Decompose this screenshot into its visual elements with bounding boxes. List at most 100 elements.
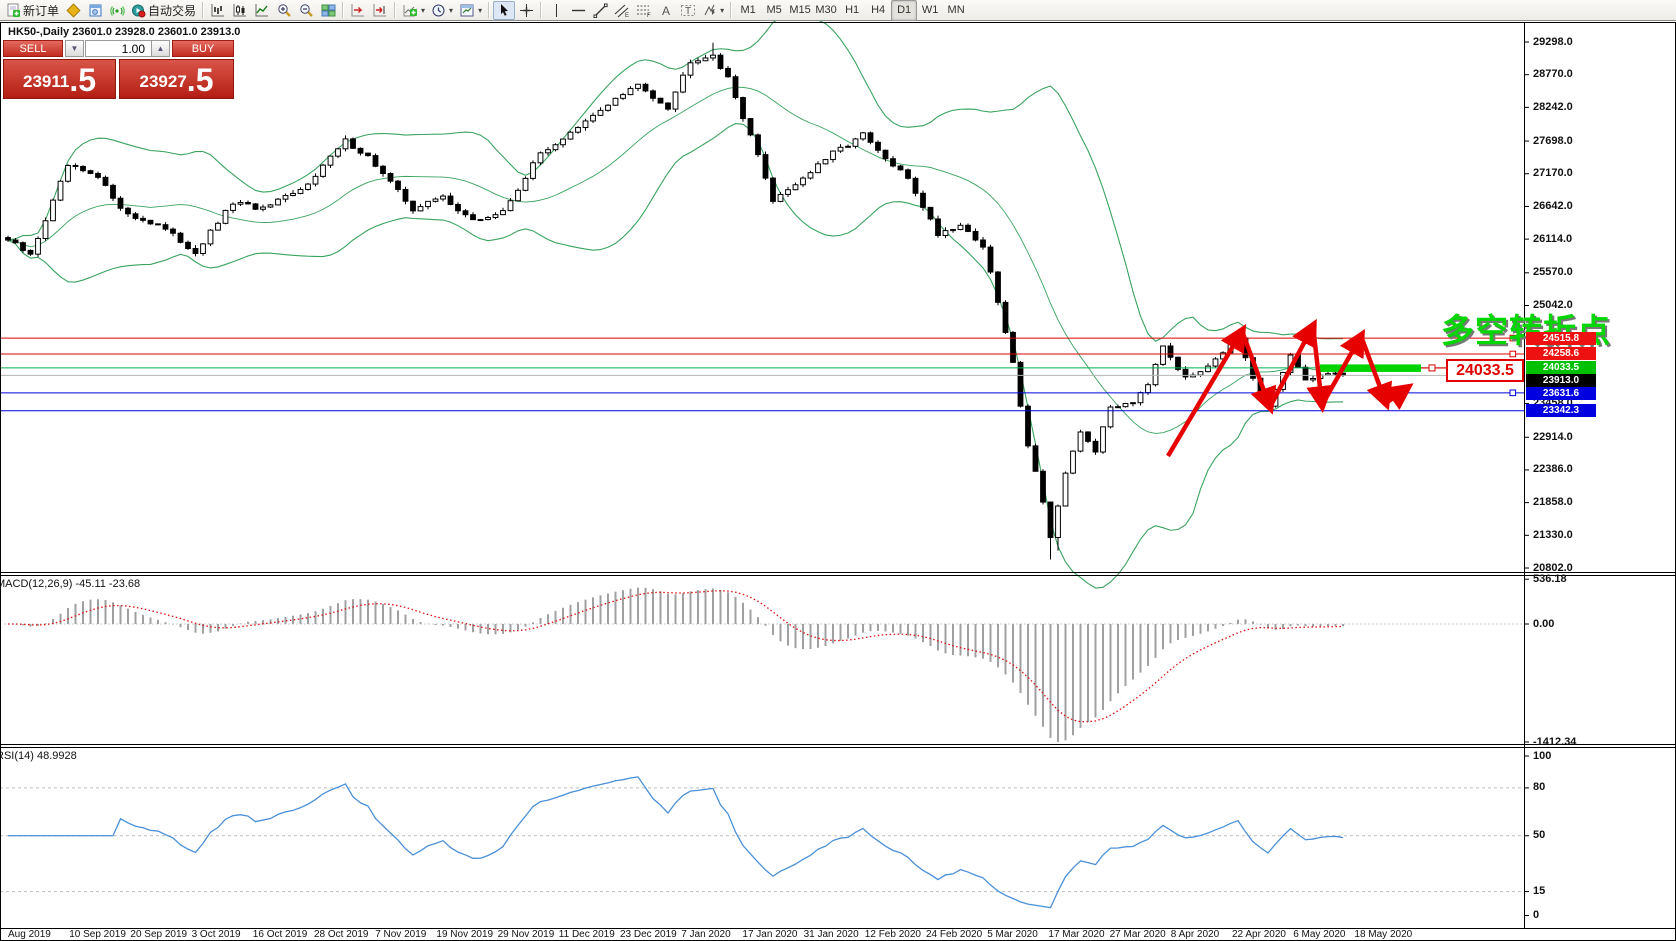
tile-windows-button[interactable] bbox=[317, 1, 339, 20]
chart-window-button[interactable] bbox=[62, 1, 84, 20]
templates-button[interactable]: ▾ bbox=[456, 1, 485, 20]
svg-text:T: T bbox=[685, 6, 691, 17]
date-label: 8 Apr 2020 bbox=[1170, 929, 1220, 940]
market-watch-icon bbox=[89, 4, 102, 16]
arrows-dropdown-caret[interactable]: ▾ bbox=[720, 5, 725, 15]
line-handle[interactable] bbox=[1509, 334, 1517, 342]
macd-tick-label: 536.18 bbox=[1533, 572, 1567, 585]
timeframe-button-m1[interactable]: M1 bbox=[740, 4, 756, 16]
volume-input[interactable] bbox=[85, 40, 152, 57]
fibonacci-tool-button[interactable]: F bbox=[633, 1, 655, 20]
bollinger-lower-band[interactable] bbox=[7, 123, 1344, 589]
line-handle[interactable] bbox=[1509, 389, 1517, 397]
new-order-icon bbox=[7, 3, 20, 17]
arrows-tool-button[interactable]: ▾ bbox=[699, 1, 727, 20]
autotrading-button[interactable]: 自动交易 bbox=[128, 1, 199, 20]
date-label: 20 Sep 2019 bbox=[130, 929, 188, 940]
rsi-name: RSI(14) bbox=[0, 750, 34, 762]
periods-dropdown-caret[interactable]: ▾ bbox=[449, 5, 454, 15]
indicators-button[interactable]: ▾ bbox=[399, 1, 428, 20]
date-label: 16 Oct 2019 bbox=[252, 929, 308, 940]
date-label: 17 Jan 2020 bbox=[742, 929, 798, 940]
signals-button[interactable] bbox=[106, 1, 128, 20]
buy-button[interactable]: BUY bbox=[172, 40, 234, 57]
date-label: 27 Mar 2020 bbox=[1109, 929, 1166, 940]
timeframe-button-h1[interactable]: H1 bbox=[845, 4, 860, 16]
sell-price-panel[interactable]: 23911.5 bbox=[3, 59, 116, 99]
svg-text:F: F bbox=[647, 13, 651, 18]
price-tick-label: 27170.0 bbox=[1533, 167, 1573, 180]
periods-button[interactable]: ▾ bbox=[428, 1, 456, 20]
turning-point-annotation[interactable]: 多空转折点 bbox=[1441, 312, 1611, 349]
toolbar: 新订单 自动交易 bbox=[0, 0, 1676, 21]
price-tick-label: 22386.0 bbox=[1533, 463, 1573, 476]
macd-panel bbox=[0, 587, 1524, 742]
date-label: 24 Feb 2020 bbox=[926, 929, 983, 940]
zigzag-annotation[interactable] bbox=[1166, 318, 1414, 458]
rsi-line bbox=[8, 776, 1344, 909]
trendline-tool-button[interactable] bbox=[589, 1, 611, 20]
line-handle[interactable] bbox=[1509, 350, 1517, 358]
date-label: 31 Jan 2020 bbox=[803, 929, 859, 940]
text-icon: A bbox=[662, 4, 670, 18]
timeframe-button-m5[interactable]: M5 bbox=[766, 4, 782, 16]
rsi-tick-label: 80 bbox=[1533, 781, 1546, 794]
callout-anchor-square bbox=[1428, 364, 1436, 372]
cursor-icon bbox=[500, 4, 508, 16]
chart-shift-button[interactable] bbox=[369, 1, 391, 20]
buy-price-panel[interactable]: 23927.5 bbox=[119, 59, 234, 99]
timeframe-button-h4[interactable]: H4 bbox=[871, 4, 886, 16]
bar-chart-button[interactable] bbox=[207, 1, 229, 20]
text-label-tool-button[interactable]: T bbox=[677, 1, 699, 20]
market-watch-button[interactable] bbox=[84, 1, 106, 20]
rsi-tick-label: 50 bbox=[1533, 829, 1546, 842]
tile-windows-icon bbox=[321, 4, 336, 16]
indicators-dropdown-caret[interactable]: ▾ bbox=[421, 5, 426, 15]
candlestick-chart-button[interactable] bbox=[229, 1, 251, 20]
vertical-line-icon bbox=[555, 3, 557, 17]
sell-price-fraction: .5 bbox=[69, 62, 97, 98]
date-label: 7 Jan 2020 bbox=[681, 929, 731, 940]
rsi-tick-label: 0 bbox=[1533, 909, 1540, 921]
text-tool-button[interactable]: A bbox=[655, 1, 677, 20]
toolbar-separator bbox=[202, 2, 205, 18]
new-order-button[interactable]: 新订单 bbox=[3, 1, 62, 20]
macd-signal-line bbox=[7, 590, 1344, 723]
price-tick-label: 21330.0 bbox=[1533, 528, 1573, 541]
crosshair-tool-button[interactable] bbox=[515, 1, 537, 20]
timeframe-button-mn[interactable]: MN bbox=[947, 4, 965, 16]
candlestick-series[interactable] bbox=[5, 42, 1346, 560]
timeframe-button-m30[interactable]: M30 bbox=[815, 4, 837, 16]
auto-scroll-button[interactable] bbox=[347, 1, 369, 20]
timeframe-group: M1 M5 M15 M30 H1 H4 D1 W1 MN bbox=[735, 0, 969, 21]
price-tick-label: 28242.0 bbox=[1533, 100, 1573, 113]
price-tag-24515.8: 24515.8 bbox=[1526, 331, 1596, 345]
timeframe-button-m15[interactable]: M15 bbox=[789, 4, 811, 16]
green-level-bar[interactable] bbox=[1320, 364, 1421, 372]
toolbar-separator bbox=[730, 2, 733, 18]
price-tick-label: 22914.0 bbox=[1533, 430, 1573, 443]
price-tick-label: 29298.0 bbox=[1533, 35, 1573, 48]
channel-tool-button[interactable]: E bbox=[611, 1, 633, 20]
autotrading-label: 自动交易 bbox=[148, 3, 197, 18]
macd-indicator-label: MACD(12,26,9) -45.11 -23.68 bbox=[0, 578, 140, 590]
hline-tool-button[interactable] bbox=[567, 1, 589, 20]
rsi-tick-label: 15 bbox=[1533, 885, 1546, 898]
price-callout-label[interactable]: 24033.5 bbox=[1446, 359, 1524, 382]
timeframe-button-w1[interactable]: W1 bbox=[921, 4, 939, 16]
bollinger-upper-band[interactable] bbox=[7, 15, 1344, 342]
price-tag-23913.0: 23913.0 bbox=[1526, 374, 1596, 388]
zoom-out-button[interactable] bbox=[295, 1, 317, 20]
volume-decrease-button[interactable]: ▼ bbox=[65, 40, 84, 57]
volume-increase-button[interactable]: ▲ bbox=[151, 40, 170, 57]
vline-tool-button[interactable] bbox=[545, 1, 567, 20]
timeframe-button-d1[interactable]: D1 bbox=[891, 0, 918, 21]
templates-dropdown-caret[interactable]: ▾ bbox=[478, 5, 483, 15]
zoom-in-button[interactable] bbox=[273, 1, 295, 20]
line-chart-button[interactable] bbox=[251, 1, 273, 20]
cursor-tool-button[interactable] bbox=[493, 0, 516, 20]
sell-button[interactable]: SELL bbox=[3, 40, 63, 57]
bollinger-middle-band[interactable] bbox=[7, 86, 1344, 434]
